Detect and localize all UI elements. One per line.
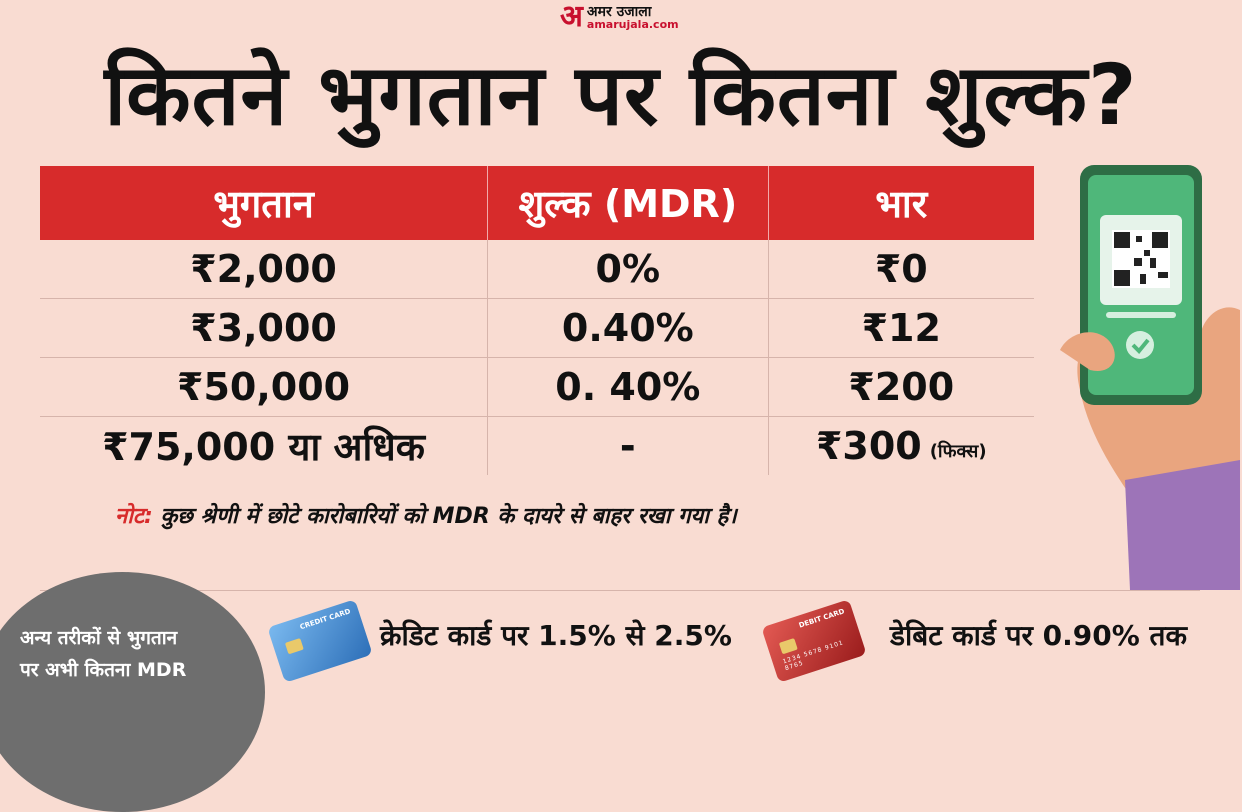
brand-name: अमर उजाला: [586, 3, 652, 20]
header-charge: भार: [767, 166, 1034, 240]
credit-card-mdr: क्रेडिट कार्ड पर 1.5% से 2.5%: [380, 619, 732, 652]
cell-charge: ₹0: [767, 240, 1034, 298]
divider: [40, 590, 1200, 591]
cell-mdr: 0%: [487, 240, 767, 298]
note-label: नोट:: [115, 504, 153, 529]
table-row: ₹3,000 0.40% ₹12: [40, 299, 1034, 358]
debit-card-icon: DEBIT CARD 1234 5678 9101 8765: [761, 599, 867, 683]
cell-mdr: 0. 40%: [487, 358, 767, 416]
heading-line2: पर अभी कितना MDR: [20, 659, 187, 681]
note-text: कुछ श्रेणी में छोटे कारोबारियों को MDR क…: [152, 504, 737, 529]
card-chip: [284, 638, 304, 655]
phone-qr-icon: [1050, 160, 1240, 594]
credit-card-icon: CREDIT CARD: [267, 599, 373, 683]
cell-charge: ₹200: [767, 358, 1034, 416]
cell-payment: ₹2,000: [190, 247, 337, 291]
other-methods-heading: अन्य तरीकों से भुगतान पर अभी कितना MDR: [20, 622, 250, 686]
cell-payment: ₹75,000 या अधिक: [102, 425, 425, 469]
cell-mdr: 0.40%: [487, 299, 767, 357]
charge-value: ₹0: [874, 247, 928, 291]
header-payment: भुगतान: [213, 182, 314, 226]
cell-payment: ₹50,000: [177, 365, 351, 409]
table-row: ₹2,000 0% ₹0: [40, 240, 1034, 299]
charge-value: ₹200: [848, 365, 955, 409]
brand-url: amarujala.com: [586, 17, 679, 31]
charge-value: ₹12: [861, 306, 941, 350]
table-row: ₹50,000 0. 40% ₹200: [40, 358, 1034, 417]
fee-table: भुगतान शुल्क (MDR) भार ₹2,000 0% ₹0 ₹3,0…: [40, 166, 1034, 475]
brand-mark: अ: [560, 0, 583, 34]
page-title: कितने भुगतान पर कितना शुल्क?: [104, 46, 1138, 144]
debit-card-label: DEBIT CARD: [797, 607, 846, 630]
table-row: ₹75,000 या अधिक - ₹300 (फिक्स): [40, 417, 1034, 475]
cell-charge: ₹300 (फिक्स): [767, 417, 1034, 475]
charge-suffix: (फिक्स): [929, 441, 987, 462]
footnote: नोट: कुछ श्रेणी में छोटे कारोबारियों को …: [115, 500, 737, 530]
charge-value: ₹300: [815, 424, 922, 468]
table-header: भुगतान शुल्क (MDR) भार: [40, 166, 1034, 240]
card-chip: [778, 638, 798, 655]
cell-charge: ₹12: [767, 299, 1034, 357]
credit-card-label: CREDIT CARD: [298, 607, 352, 632]
cell-mdr: -: [487, 417, 767, 475]
heading-line1: अन्य तरीकों से भुगतान: [20, 627, 178, 649]
header-mdr: शुल्क (MDR): [487, 166, 767, 240]
debit-card-mdr: डेबिट कार्ड पर 0.90% तक: [890, 619, 1188, 652]
cell-payment: ₹3,000: [190, 306, 337, 350]
other-methods-circle: [0, 572, 265, 812]
brand-logo: अ अमर उजाला amarujala.com: [560, 2, 679, 32]
